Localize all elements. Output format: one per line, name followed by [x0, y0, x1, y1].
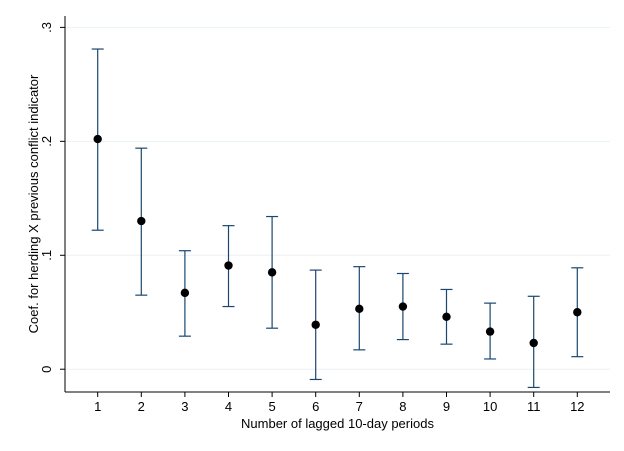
x-tick-label: 5	[268, 399, 275, 414]
point-estimate-1	[93, 134, 102, 144]
point-estimate-5	[267, 268, 277, 277]
y-axis-title: Coef. for herding X previous conflict in…	[26, 74, 41, 333]
point-estimate-8	[398, 302, 408, 311]
y-tick-label: 0	[39, 366, 54, 373]
point-estimate-4	[224, 261, 233, 270]
point-estimate-9	[442, 312, 451, 321]
x-tick-label: 10	[483, 399, 497, 414]
point-estimate-6	[311, 320, 320, 329]
y-tick-label: .2	[39, 136, 54, 147]
x-tick-label: 4	[225, 399, 232, 414]
y-axis-ticks: 0 .1 .2 .3	[39, 22, 65, 373]
y-tick-label: .1	[39, 250, 54, 261]
gridlines	[65, 26, 610, 370]
x-tick-label: 3	[181, 399, 188, 414]
x-tick-label: 1	[94, 399, 101, 414]
point-estimate-11	[529, 338, 538, 348]
x-tick-label: 12	[570, 399, 584, 414]
point-estimate-7	[355, 304, 364, 314]
axes	[64, 16, 610, 393]
point-estimate-2	[137, 216, 146, 226]
x-axis-ticks: 1 2 3 4 5 6 7 8 9 10 11 12	[94, 392, 585, 414]
x-tick-label: 2	[138, 399, 145, 414]
point-estimate-10	[485, 327, 495, 336]
x-tick-label: 7	[356, 399, 363, 414]
plot-area	[65, 16, 610, 392]
y-tick-label: .3	[39, 22, 54, 33]
point-estimate-3	[180, 288, 190, 298]
x-axis-title: Number of lagged 10-day periods	[241, 416, 434, 431]
x-tick-label: 6	[312, 399, 319, 414]
x-tick-label: 9	[443, 399, 450, 414]
point-estimates	[93, 134, 582, 348]
point-estimate-12	[573, 308, 582, 317]
x-tick-label: 11	[527, 399, 541, 414]
x-tick-label: 8	[399, 399, 406, 414]
